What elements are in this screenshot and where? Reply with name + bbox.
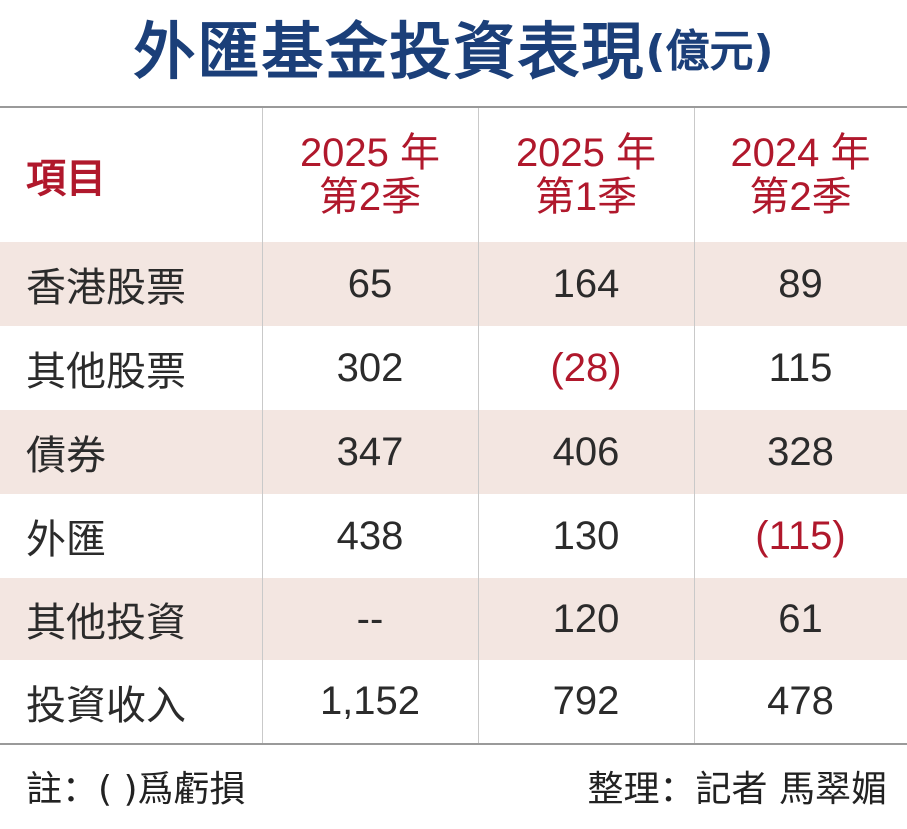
column-divider [262,108,263,743]
table-bottom-rule [0,743,907,745]
credit-line: 整理：記者 馬翠媚 [587,769,887,810]
header-col-1-quarter: 第2季 [318,175,422,219]
table-cell: -- [356,596,384,641]
header-col-2: 2025 年 第1季 [478,108,694,242]
table-row: 投資收入 1,152 792 478 [0,660,907,743]
header-item-cell: 項目 [0,108,262,242]
title-area: 外匯基金投資表現(億元) [0,0,907,100]
table-row: 外匯 438 130 (115) [0,494,907,578]
row-label: 其他投資 [26,600,186,646]
table-cell: 406 [552,429,620,474]
table-cell: 792 [552,679,620,723]
header-col-1-year: 2025 年 [299,131,441,175]
table-row: 其他投資 -- 120 61 [0,578,907,660]
row-label: 香港股票 [26,265,186,311]
header-col-3: 2024 年 第2季 [694,108,907,242]
table-cell: 120 [552,596,620,641]
table-cell: 478 [767,679,834,723]
table-top-rule [0,106,907,108]
header-col-2-quarter: 第1季 [534,175,638,219]
table-cell: 164 [552,261,620,306]
table-row: 其他股票 302 (28) 115 [0,326,907,410]
header-col-3-quarter: 第2季 [749,175,852,219]
table-header-row: 項目 2025 年 第2季 2025 年 第1季 2024 年 第2季 [0,108,907,242]
column-divider [478,108,479,743]
footer: 註：( )爲虧損 整理：記者 馬翠媚 [0,750,907,820]
row-label: 債券 [26,433,106,479]
row-label: 外匯 [26,517,106,563]
header-col-1: 2025 年 第2季 [262,108,478,242]
header-col-3-year: 2024 年 [730,131,871,175]
table-cell: 89 [778,261,823,306]
table-cell: 61 [778,596,823,641]
table-cell-negative: (115) [755,513,846,558]
table-cell: 115 [768,345,833,390]
table-cell: 65 [347,261,393,306]
unit-label: (億元) [645,26,774,77]
table-cell: 130 [552,513,620,558]
table-cell: 438 [336,513,404,558]
table-cell: 1,152 [319,679,421,723]
table-row: 香港股票 65 164 89 [0,242,907,326]
table-row: 債券 347 406 328 [0,410,907,494]
table-cell: 328 [767,429,834,474]
table-cell-negative: (28) [550,345,622,390]
footnote: 註：( )爲虧損 [26,769,246,810]
row-label: 投資收入 [26,682,186,729]
chart-title: 外匯基金投資表現 [133,15,646,88]
table-cell: 302 [336,345,404,390]
table-cell: 347 [336,429,404,474]
header-col-2-year: 2025 年 [515,131,657,175]
row-label: 其他股票 [26,349,186,395]
column-divider [694,108,695,743]
header-item-label: 項目 [26,156,106,202]
